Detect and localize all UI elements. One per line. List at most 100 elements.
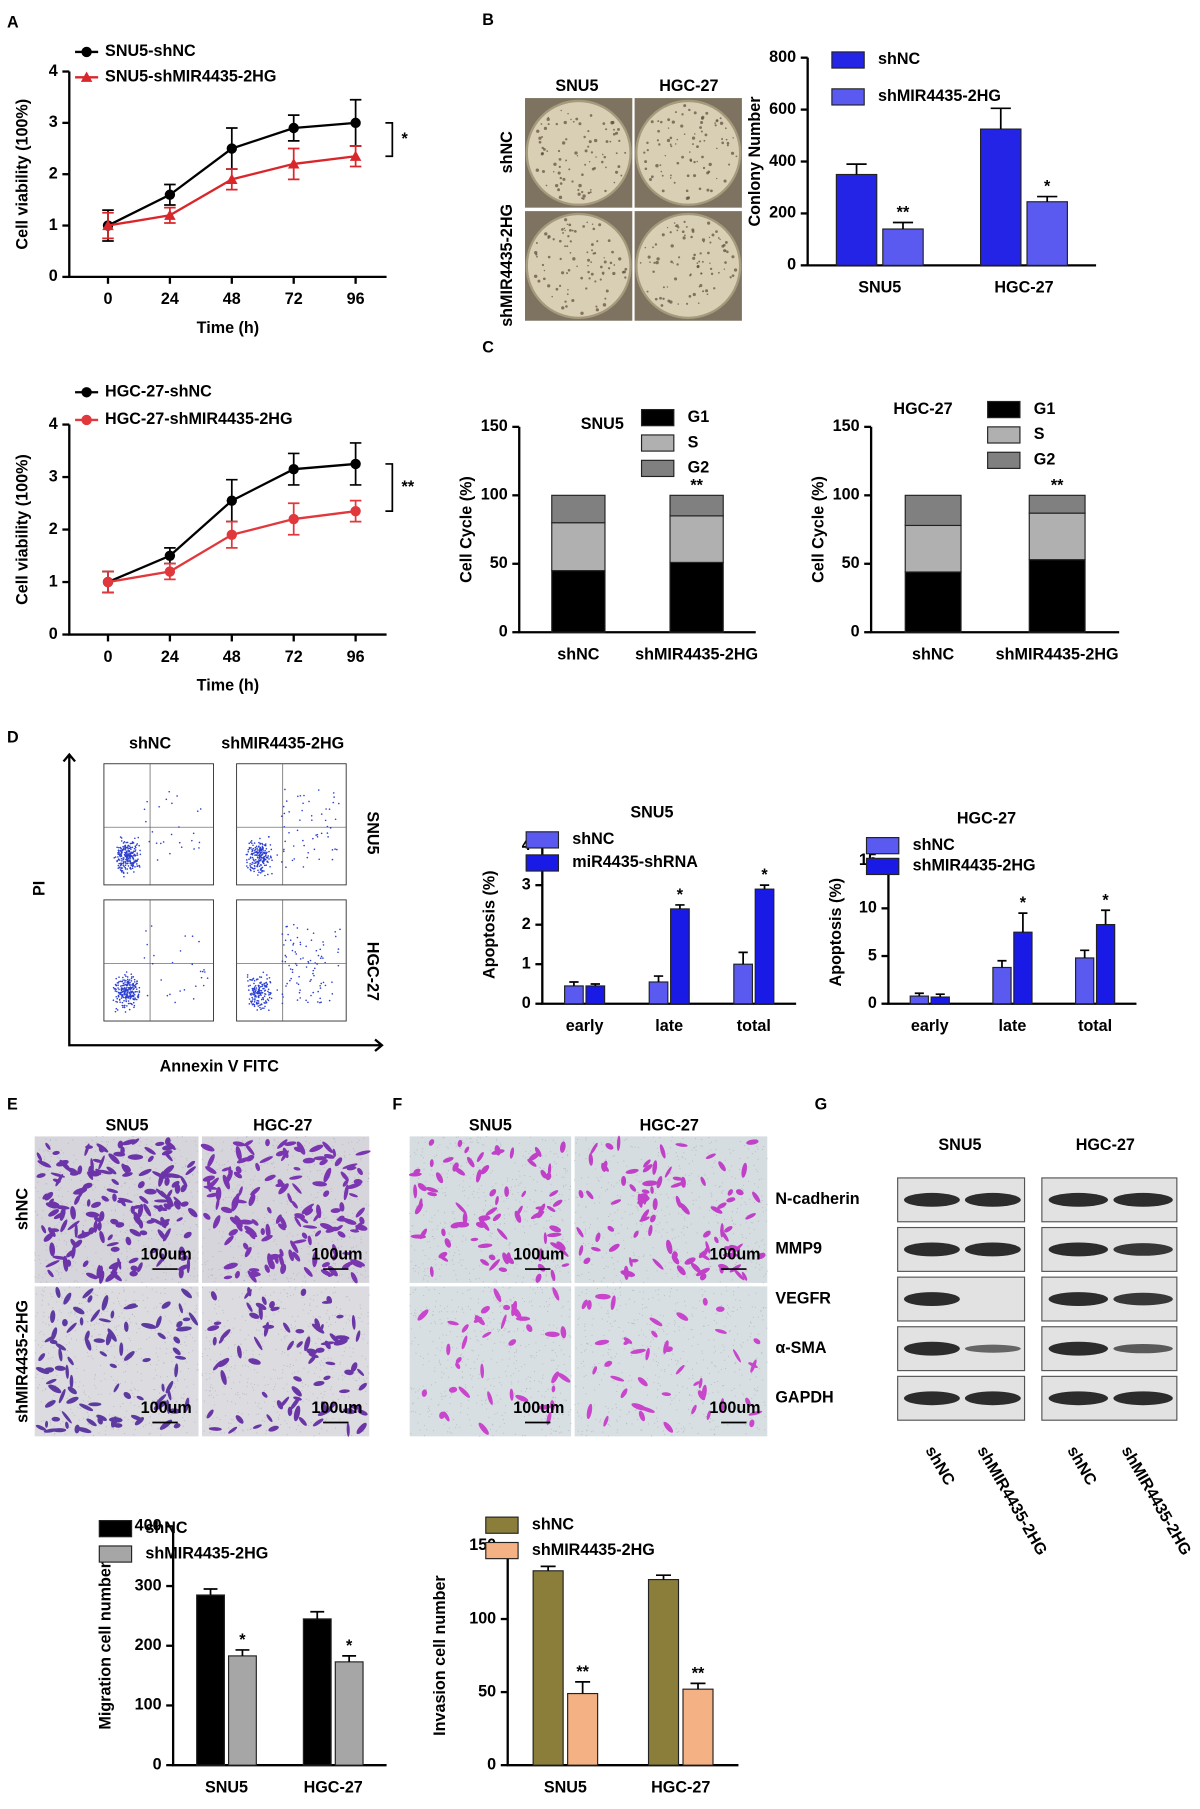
cell-event	[299, 941, 302, 944]
membrane-pore	[153, 1186, 155, 1189]
membrane-pore	[95, 1141, 97, 1143]
membrane-pore	[52, 1356, 54, 1358]
membrane-pore	[483, 1208, 485, 1211]
membrane-pore	[134, 1183, 136, 1185]
membrane-pore	[90, 1335, 93, 1337]
colony	[574, 151, 578, 155]
colony	[719, 121, 724, 126]
colony	[565, 305, 568, 308]
cell-event	[119, 993, 121, 996]
membrane-pore	[236, 1355, 238, 1357]
membrane-pore	[68, 1312, 70, 1314]
membrane-pore	[715, 1140, 717, 1142]
membrane-pore	[176, 1148, 178, 1150]
membrane-pore	[338, 1246, 340, 1248]
membrane-pore	[345, 1424, 347, 1426]
membrane-pore	[37, 1344, 40, 1346]
membrane-pore	[591, 1263, 593, 1265]
cell-event	[264, 844, 266, 847]
cell-event	[257, 869, 259, 872]
membrane-pore	[82, 1385, 84, 1387]
cell-event	[122, 979, 125, 981]
cell-event	[137, 836, 140, 839]
membrane-pore	[101, 1200, 103, 1202]
membrane-pore	[514, 1220, 516, 1222]
column-label: HGC-27	[640, 1116, 699, 1134]
colony	[591, 223, 594, 226]
membrane-pore	[113, 1166, 115, 1169]
membrane-pore	[293, 1272, 295, 1275]
membrane-pore	[155, 1186, 158, 1188]
membrane-pore	[486, 1135, 488, 1138]
membrane-pore	[309, 1165, 311, 1167]
membrane-pore	[237, 1263, 239, 1265]
membrane-pore	[211, 1274, 213, 1276]
membrane-pore	[630, 1145, 632, 1147]
membrane-pore	[348, 1320, 350, 1322]
membrane-pore	[34, 1339, 36, 1342]
membrane-pore	[731, 1211, 733, 1213]
membrane-pore	[142, 1220, 144, 1222]
cell	[60, 1219, 68, 1233]
membrane-pore	[240, 1265, 242, 1267]
membrane-pore	[718, 1185, 721, 1187]
membrane-pore	[352, 1280, 354, 1282]
membrane-pore	[59, 1409, 61, 1411]
membrane-pore	[47, 1317, 50, 1319]
membrane-pore	[364, 1261, 366, 1263]
cell-event	[282, 850, 285, 853]
membrane-pore	[433, 1238, 435, 1240]
cell	[220, 1206, 233, 1214]
cell-event	[291, 971, 294, 974]
membrane-pore	[503, 1223, 506, 1225]
membrane-pore	[132, 1200, 134, 1203]
cell	[137, 1262, 143, 1273]
membrane-pore	[113, 1415, 115, 1417]
membrane-pore	[91, 1426, 93, 1428]
cell-event	[262, 849, 264, 851]
membrane-pore	[332, 1393, 334, 1395]
cell	[293, 1166, 301, 1171]
membrane-pore	[293, 1371, 296, 1373]
membrane-pore	[437, 1191, 440, 1193]
membrane-pore	[58, 1271, 60, 1273]
cell-event	[252, 998, 254, 1000]
membrane-pore	[113, 1405, 115, 1408]
membrane-pore	[65, 1335, 67, 1337]
membrane-pore	[421, 1136, 423, 1139]
membrane-pore	[43, 1290, 45, 1293]
cell-event	[124, 866, 127, 869]
membrane-pore	[446, 1173, 448, 1175]
colony	[662, 297, 665, 300]
membrane-pore	[178, 1315, 180, 1317]
cell-event	[296, 982, 298, 984]
cell	[284, 1141, 297, 1146]
membrane-pore	[215, 1288, 218, 1291]
cell-event	[129, 842, 132, 845]
membrane-pore	[241, 1140, 244, 1142]
membrane-pore	[218, 1231, 220, 1233]
cell-event	[258, 988, 260, 990]
membrane-pore	[123, 1288, 125, 1291]
membrane-pore	[563, 1176, 565, 1178]
membrane-pore	[108, 1297, 110, 1299]
cell-event	[117, 853, 120, 856]
colony	[701, 155, 704, 159]
cell-event	[249, 841, 252, 843]
membrane-pore	[367, 1315, 369, 1317]
membrane-pore	[491, 1170, 493, 1172]
cell-event	[245, 865, 248, 867]
cell	[156, 1256, 165, 1267]
membrane-pore	[145, 1143, 148, 1146]
membrane-pore	[601, 1280, 603, 1282]
colony	[700, 121, 704, 125]
cell	[125, 1236, 132, 1246]
cell	[99, 1230, 105, 1244]
colony	[590, 272, 594, 276]
membrane-pore	[612, 1155, 614, 1157]
cell	[86, 1199, 91, 1207]
membrane-pore	[334, 1365, 336, 1367]
membrane-pore	[308, 1335, 310, 1337]
cell-event	[259, 837, 261, 840]
membrane-pore	[153, 1307, 155, 1309]
